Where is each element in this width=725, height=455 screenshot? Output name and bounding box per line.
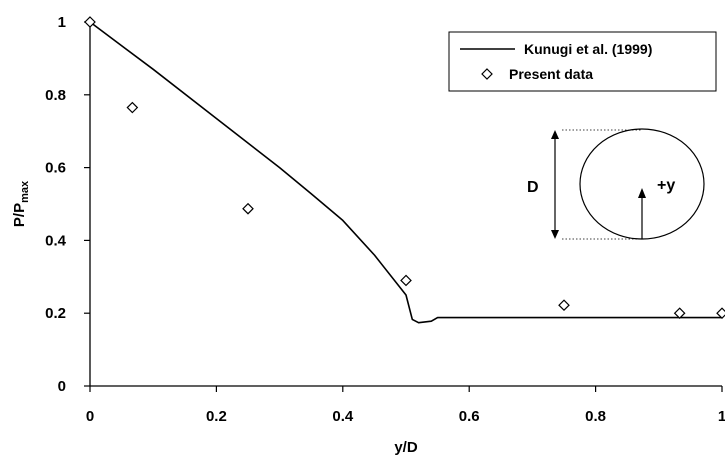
legend-label-line: Kunugi et al. (1999) (524, 41, 652, 57)
y-tick-label: 0.8 (45, 87, 66, 104)
inset-dim-arrow-up (551, 130, 559, 139)
data-point-present (716, 307, 725, 320)
points-layer (84, 16, 725, 320)
y-axis-title-sub: max (19, 180, 31, 203)
y-axis-title-main: P/P (11, 203, 28, 227)
y-tick-label: 0.6 (45, 160, 66, 177)
axes (89, 22, 722, 387)
x-tick-label: 0.8 (585, 408, 606, 425)
y-tick-label: 0.2 (45, 305, 66, 322)
x-tick-label: 0.4 (332, 408, 354, 425)
inset-dim-arrow-down (551, 230, 559, 239)
x-tick-label: 0 (86, 408, 94, 425)
data-point-present (126, 101, 139, 114)
inset-y-arrow-head (638, 188, 646, 198)
data-point-present (84, 16, 96, 28)
series-layer (89, 21, 722, 324)
inset-label-y: +y (657, 177, 675, 194)
x-ticks: 0 0.2 0.4 0.6 0.8 1 (86, 386, 725, 425)
y-tick-label: 0 (58, 378, 66, 395)
inset-label-d: D (527, 179, 539, 196)
x-tick-label: 1 (718, 408, 725, 425)
x-tick-label: 0.6 (459, 408, 480, 425)
y-axis-title: P/Pmax (11, 180, 31, 227)
inset-diagram: D +y (527, 128, 705, 240)
legend: Kunugi et al. (1999) Present data (448, 31, 717, 92)
legend-box (448, 31, 717, 92)
y-tick-label: 0.4 (45, 232, 67, 249)
y-tick-label: 1 (58, 14, 66, 31)
y-ticks: 0 0.2 0.4 0.6 0.8 1 (45, 14, 90, 395)
x-axis-title: y/D (394, 439, 418, 455)
legend-diamond-swatch (481, 68, 493, 80)
series-line-kunugi (89, 21, 722, 324)
data-point-present (673, 307, 686, 320)
data-point-present (400, 274, 412, 287)
legend-label-scatter: Present data (509, 66, 593, 82)
x-tick-label: 0.2 (206, 408, 227, 425)
data-point-present (558, 299, 570, 312)
data-point-present (242, 202, 254, 215)
